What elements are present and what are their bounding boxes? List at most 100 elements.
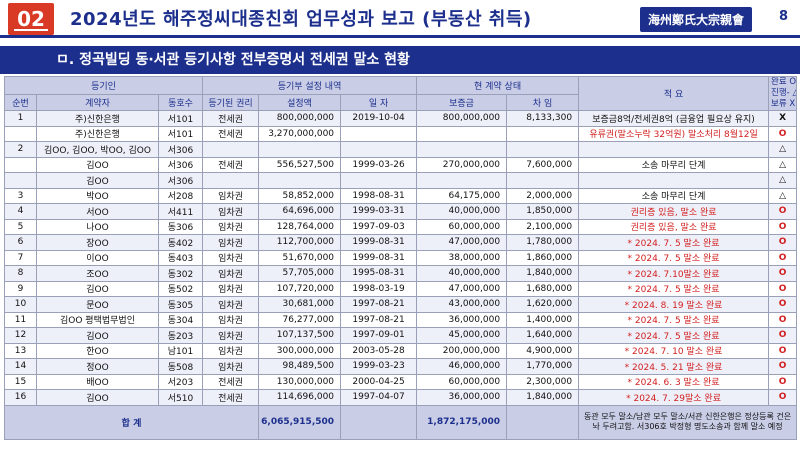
cell-status: X	[768, 110, 798, 127]
cell-rent: 4,900,000	[506, 342, 580, 359]
cell-status: O	[768, 249, 798, 266]
cell-date	[340, 141, 418, 158]
cell-rent: 2,100,000	[506, 218, 580, 235]
cell-name: 김OO	[36, 389, 159, 406]
cell-date: 1997-08-21	[340, 311, 418, 328]
cell-no	[4, 172, 37, 189]
cell-unit: 동203	[157, 327, 204, 344]
cell-right: 임차권	[202, 280, 260, 297]
cell-no: 13	[4, 342, 37, 359]
cell-rent: 2,300,000	[506, 373, 580, 390]
column-header: 등기된 권리	[202, 94, 260, 111]
cell-status: O	[768, 311, 798, 328]
table-row: 김OO 서306 전세권 556,527,500 1999-03-26 270,000,0…	[4, 156, 798, 173]
cell-date	[340, 125, 418, 142]
table-row: 1 주)신한은행 서101 전세권 800,000,000 2019-10-04 800,0…	[4, 110, 798, 127]
cell-right: 전세권	[202, 373, 260, 390]
cell-name: 김OO	[36, 172, 159, 189]
cell-deposit: 64,175,000	[416, 187, 508, 204]
cell-amount	[258, 141, 342, 158]
cell-right: 임차권	[202, 218, 260, 235]
cell-remark: 소송 마무리 단계	[578, 156, 770, 173]
cell-unit: 동502	[157, 280, 204, 297]
cell-deposit	[416, 141, 508, 158]
cell-rent: 1,770,000	[506, 358, 580, 375]
cell-remark: 권리증 있음, 말소 완료	[578, 203, 770, 220]
cell-no: 7	[4, 249, 37, 266]
cell-no: 4	[4, 203, 37, 220]
column-header: 차 임	[506, 94, 580, 111]
status-legend: 완료 O 진행- △ 보류 X	[768, 76, 798, 111]
header-remarks: 적 요	[578, 76, 770, 111]
cell-name: 김OO, 김OO, 박OO, 김OO	[36, 141, 159, 158]
table-row: 14 정OO 동508 임차권 98,489,500 1999-03-23 46,000,0…	[4, 358, 798, 375]
column-header: 동호수	[157, 94, 204, 111]
table-row: 주)신한은행 서101 전세권 3,270,000,000 유류권(말소누락 32억원)…	[4, 125, 798, 142]
cell-amount: 128,764,000	[258, 218, 342, 235]
cell-unit: 동508	[157, 358, 204, 375]
cell-no: 15	[4, 373, 37, 390]
cell-name: 김OO 평택법무법인	[36, 311, 159, 328]
cell-date: 1997-04-07	[340, 389, 418, 406]
cell-unit: 동403	[157, 249, 204, 266]
cell-date: 1999-08-31	[340, 249, 418, 266]
cell-amount: 58,852,000	[258, 187, 342, 204]
legend-done: 완료 O	[771, 77, 797, 88]
total-empty	[340, 404, 418, 440]
cell-right	[202, 141, 260, 158]
cell-remark: 권리증 있음, 말소 완료	[578, 218, 770, 235]
cell-right: 임차권	[202, 311, 260, 328]
total-empty	[506, 404, 580, 440]
cell-remark: * 2024. 7. 5 말소 완료	[578, 249, 770, 266]
cell-amount: 76,277,000	[258, 311, 342, 328]
cell-status: O	[768, 373, 798, 390]
cell-right: 전세권	[202, 110, 260, 127]
cell-remark: * 2024. 8. 19 말소 완료	[578, 296, 770, 313]
total-row: 합 계 6,065,915,500 1,872,175,000 동관 모두 말소…	[3, 404, 798, 440]
cell-status: O	[768, 342, 798, 359]
cell-status: O	[768, 203, 798, 220]
column-header: 순번	[4, 94, 37, 111]
cell-no: 10	[4, 296, 37, 313]
cell-remark: * 2024. 7. 5 말소 완료	[578, 234, 770, 251]
cell-name: 서OO	[36, 203, 159, 220]
cell-status: △	[768, 172, 798, 189]
cell-name: 장OO	[36, 234, 159, 251]
cell-unit: 서101	[157, 110, 204, 127]
cell-right: 임차권	[202, 203, 260, 220]
cell-unit: 동305	[157, 296, 204, 313]
cell-name: 문OO	[36, 296, 159, 313]
cell-status: O	[768, 296, 798, 313]
cell-no	[4, 125, 37, 142]
column-header: 설정액	[258, 94, 342, 111]
cell-remark: * 2024. 7. 5 말소 완료	[578, 280, 770, 297]
cell-deposit: 36,000,000	[416, 311, 508, 328]
header-contract: 현 계약 상태	[416, 75, 580, 96]
table-row: 9 김OO 동502 임차권 107,720,000 1998-03-19 47,000,0…	[4, 280, 798, 297]
cell-status: △	[768, 141, 798, 158]
cell-no: 1	[4, 110, 37, 127]
cell-amount: 107,720,000	[258, 280, 342, 297]
legend-progress: 진행- △	[771, 88, 797, 98]
cell-amount: 51,670,000	[258, 249, 342, 266]
cell-status: O	[768, 280, 798, 297]
cell-name: 조OO	[36, 265, 159, 282]
total-label: 합 계	[3, 404, 260, 440]
table-row: 12 김OO 동203 임차권 107,137,500 1997-09-01 45,000,…	[4, 327, 798, 344]
cell-remark: * 2024. 7. 10 말소 완료	[578, 342, 770, 359]
cell-remark	[578, 141, 770, 158]
cell-rent: 1,840,000	[506, 265, 580, 282]
cell-rent	[506, 125, 580, 142]
cell-remark: * 2024. 7. 5 말소 완료	[578, 327, 770, 344]
cell-right: 임차권	[202, 296, 260, 313]
cell-status: O	[768, 327, 798, 344]
table-row: 4 서OO 서411 임차권 64,696,000 1999-03-31 40,000,00…	[4, 203, 798, 220]
cell-name: 주)신한은행	[36, 125, 159, 142]
cell-deposit: 47,000,000	[416, 234, 508, 251]
total-deposit: 1,872,175,000	[416, 404, 508, 440]
cell-right: 전세권	[202, 389, 260, 406]
cell-remark: 보증금8억/전세권8억 (금융업 필요상 유지)	[578, 110, 770, 127]
cell-remark: 유류권(말소누락 32억원) 말소처리 8월12일	[578, 125, 770, 142]
table-row: 8 조OO 동302 임차권 57,705,000 1995-08-31 40,000,00…	[4, 265, 798, 282]
slide-header: 02 2024년도 해주정씨대종친회 업무성과 보고 (부동산 취득) 海州鄭氏…	[0, 0, 800, 38]
